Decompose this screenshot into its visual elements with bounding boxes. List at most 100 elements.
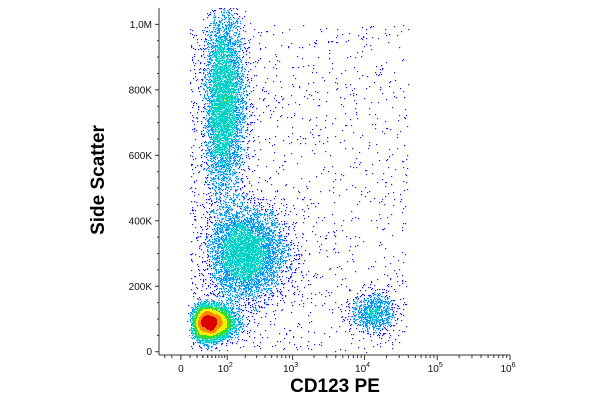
event-dot (224, 60, 226, 62)
event-dot (215, 181, 217, 183)
event-dot (237, 78, 239, 80)
event-dot (228, 86, 230, 88)
event-dot (214, 109, 216, 111)
event-dot (204, 94, 206, 96)
event-dot (225, 106, 227, 108)
event-dot (212, 156, 214, 158)
event-dot (234, 67, 236, 69)
event-dot (241, 147, 243, 149)
event-dot (211, 195, 213, 197)
event-dot (406, 175, 408, 177)
event-dot (213, 157, 215, 159)
event-dot (234, 220, 236, 222)
event-dot (386, 35, 388, 37)
event-dot (212, 91, 214, 93)
event-dot (332, 68, 334, 70)
event-dot (382, 179, 384, 181)
event-dot (237, 155, 239, 157)
event-dot (202, 149, 204, 151)
event-dot (247, 124, 249, 126)
event-dot (213, 121, 215, 123)
event-dot (245, 11, 247, 13)
event-dot (216, 39, 218, 41)
event-dot (226, 29, 228, 31)
event-dot (251, 215, 253, 217)
event-dot (227, 144, 229, 146)
event-dot (216, 125, 218, 127)
event-dot (250, 225, 252, 227)
event-dot (316, 40, 318, 42)
event-dot (328, 42, 330, 44)
event-dot (246, 62, 248, 64)
event-dot (212, 45, 214, 47)
event-dot (233, 76, 235, 78)
event-dot (336, 89, 338, 91)
event-dot (225, 75, 227, 77)
event-dot (230, 8, 232, 10)
event-dot (212, 92, 214, 94)
event-dot (212, 80, 214, 82)
event-dot (226, 155, 228, 157)
event-dot (208, 87, 210, 89)
event-dot (225, 91, 227, 93)
event-dot (220, 127, 222, 129)
event-dot (221, 134, 223, 136)
event-dot (212, 54, 214, 56)
event-dot (217, 54, 219, 56)
event-dot (233, 136, 235, 138)
event-dot (220, 118, 222, 120)
event-dot (227, 79, 229, 81)
event-dot (281, 96, 283, 98)
event-dot (227, 157, 229, 159)
event-dot (238, 139, 240, 141)
event-dot (218, 146, 220, 148)
event-dot (300, 143, 302, 145)
event-dot (232, 215, 234, 217)
event-dot (236, 92, 238, 94)
event-dot (240, 113, 242, 115)
event-dot (211, 49, 213, 51)
event-dot (220, 88, 222, 90)
event-dot (217, 162, 219, 164)
event-dot (237, 37, 239, 39)
event-dot (237, 84, 239, 86)
event-dot (248, 214, 250, 216)
event-dot (222, 36, 224, 38)
event-dot (251, 229, 253, 231)
event-dot (243, 215, 245, 217)
event-dot (232, 61, 234, 63)
event-dot (242, 141, 244, 143)
event-dot (326, 28, 328, 30)
event-dot (211, 107, 213, 109)
event-dot (213, 179, 215, 181)
event-dot (277, 60, 279, 62)
event-dot (215, 224, 217, 226)
event-dot (223, 108, 225, 110)
event-dot (213, 93, 215, 95)
event-dot (225, 183, 227, 185)
event-dot (215, 80, 217, 82)
event-dot (256, 217, 258, 219)
event-dot (232, 165, 234, 167)
event-dot (214, 94, 216, 96)
event-dot (298, 67, 300, 69)
event-dot (224, 58, 226, 60)
event-dot (214, 22, 216, 24)
event-dot (226, 59, 228, 61)
event-dot (214, 31, 216, 33)
event-dot (198, 49, 200, 51)
event-dot (233, 197, 235, 199)
event-dot (208, 56, 210, 58)
event-dot (220, 84, 222, 86)
event-dot (244, 224, 246, 226)
event-dot (247, 227, 249, 229)
event-dot (200, 62, 202, 64)
event-dot (243, 100, 245, 102)
event-dot (221, 180, 223, 182)
event-dot (240, 148, 242, 150)
event-dot (237, 44, 239, 46)
event-dot (203, 134, 205, 136)
event-dot (206, 118, 208, 120)
event-dot (234, 223, 236, 225)
event-dot (209, 182, 211, 184)
